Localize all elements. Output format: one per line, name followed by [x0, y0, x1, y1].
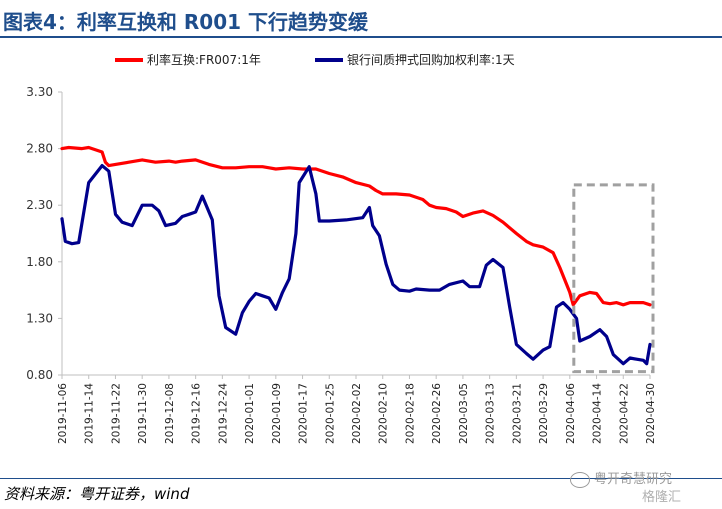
title-underline [0, 36, 722, 38]
x-tick-label: 2020-04-14 [592, 383, 604, 444]
x-tick-label: 2020-02-10 [378, 383, 390, 444]
x-tick-label: 2019-12-24 [217, 383, 229, 444]
series-line-1 [60, 145, 652, 307]
y-tick-label: 2.80 [26, 142, 53, 156]
x-tick-label: 2019-11-06 [57, 383, 69, 444]
x-tick-label: 2020-01-25 [324, 383, 336, 444]
wechat-icon [570, 471, 590, 488]
y-tick-label: 1.80 [26, 255, 53, 269]
x-tick-label: 2020-04-06 [565, 383, 577, 444]
legend-label-1: 利率互换:FR007:1年 [147, 52, 261, 67]
figure-header: 图表4：利率互换和 R001 下行趋势变缓 [0, 0, 722, 40]
x-tick-label: 2020-01-09 [271, 383, 283, 444]
watermark: 粤开奇慧研究 [570, 468, 672, 488]
x-tick-label: 2020-01-01 [244, 383, 256, 444]
x-tick-label: 2020-03-29 [538, 383, 550, 444]
figure-title: 图表4：利率互换和 R001 下行趋势变缓 [3, 10, 368, 34]
x-tick-label: 2020-02-18 [404, 383, 416, 444]
x-tick-label: 2020-03-05 [458, 383, 470, 444]
legend-label-2: 银行间质押式回购加权利率:1天 [347, 52, 515, 67]
x-tick-label: 2020-02-02 [351, 383, 363, 444]
x-tick-label: 2019-11-30 [137, 383, 149, 444]
x-tick-label: 2019-11-14 [84, 383, 96, 444]
x-tick-label: 2020-03-21 [511, 383, 523, 444]
highlight-box [572, 183, 655, 374]
footer-rule [0, 478, 722, 479]
chart-axes: 0.80 1.30 1.80 2.30 2.80 3.30 2019-11-06 2019-1… [26, 85, 657, 444]
line-chart: 利率互换:FR007:1年 银行间质押式回购加权利率:1天 0.80 1.30 1.8… [26, 52, 657, 444]
x-tick-label: 2020-04-30 [645, 383, 657, 444]
x-tick-label: 2020-04-22 [618, 383, 630, 444]
x-tick-label: 2020-02-26 [431, 383, 443, 444]
series-line-2 [60, 164, 652, 366]
x-tick-label: 2019-12-16 [191, 383, 203, 444]
y-tick-label: 0.80 [26, 368, 53, 382]
x-tick-label: 2019-12-08 [164, 383, 176, 444]
series-layer [60, 145, 652, 366]
highlight-box-layer [572, 183, 655, 374]
y-tick-label: 2.30 [26, 198, 53, 212]
y-tick-label: 3.30 [26, 85, 53, 99]
x-tick-label: 2020-03-13 [485, 383, 497, 444]
source-note: 资料来源：粤开证券，wind [4, 485, 190, 503]
watermark-secondary: 格隆汇 [642, 490, 682, 505]
chart-legend: 利率互换:FR007:1年 银行间质押式回购加权利率:1天 [115, 52, 515, 67]
x-tick-label: 2020-01-17 [298, 383, 310, 444]
x-tick-label: 2019-11-22 [110, 383, 122, 444]
watermark-text: 粤开奇慧研究 [594, 472, 673, 487]
y-tick-label: 1.30 [26, 311, 53, 325]
